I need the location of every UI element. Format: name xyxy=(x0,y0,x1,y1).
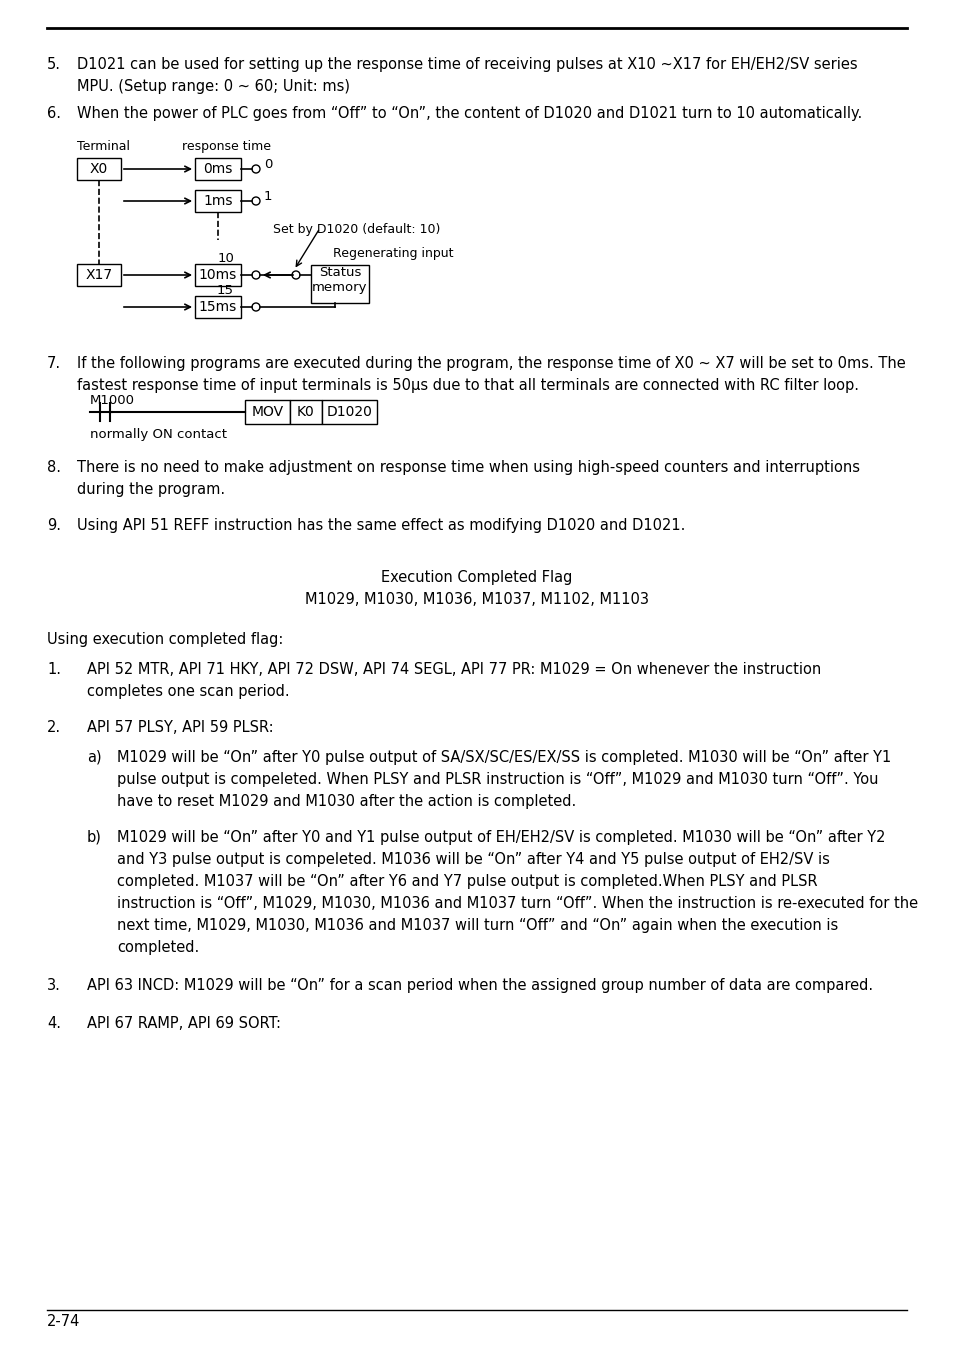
Text: When the power of PLC goes from “Off” to “On”, the content of D1020 and D1021 tu: When the power of PLC goes from “Off” to… xyxy=(77,107,862,122)
Text: API 57 PLSY, API 59 PLSR:: API 57 PLSY, API 59 PLSR: xyxy=(87,720,274,734)
FancyBboxPatch shape xyxy=(194,265,241,286)
Text: completed.: completed. xyxy=(117,940,199,954)
Text: M1029 will be “On” after Y0 and Y1 pulse output of EH/EH2/SV is completed. M1030: M1029 will be “On” after Y0 and Y1 pulse… xyxy=(117,830,884,845)
Text: pulse output is compeleted. When PLSY and PLSR instruction is “Off”, M1029 and M: pulse output is compeleted. When PLSY an… xyxy=(117,772,878,787)
FancyBboxPatch shape xyxy=(290,400,322,424)
Text: next time, M1029, M1030, M1036 and M1037 will turn “Off” and “On” again when the: next time, M1029, M1030, M1036 and M1037… xyxy=(117,918,838,933)
Text: 7.: 7. xyxy=(47,356,61,371)
Text: 9.: 9. xyxy=(47,518,61,533)
Text: 1.: 1. xyxy=(47,662,61,676)
Text: 15: 15 xyxy=(216,284,233,297)
Text: Status: Status xyxy=(318,266,361,279)
Text: Using API 51 REFF instruction has the same effect as modifying D1020 and D1021.: Using API 51 REFF instruction has the sa… xyxy=(77,518,684,533)
FancyBboxPatch shape xyxy=(311,265,369,302)
Text: MOV: MOV xyxy=(252,405,283,418)
Text: b): b) xyxy=(87,830,102,845)
FancyBboxPatch shape xyxy=(245,400,290,424)
Text: D1021 can be used for setting up the response time of receiving pulses at X10 ~X: D1021 can be used for setting up the res… xyxy=(77,57,857,72)
Text: If the following programs are executed during the program, the response time of : If the following programs are executed d… xyxy=(77,356,904,371)
Text: 0: 0 xyxy=(264,158,273,171)
Text: K0: K0 xyxy=(296,405,314,418)
FancyBboxPatch shape xyxy=(194,190,241,212)
Text: 15ms: 15ms xyxy=(198,300,237,315)
Text: have to reset M1029 and M1030 after the action is completed.: have to reset M1029 and M1030 after the … xyxy=(117,794,576,809)
FancyBboxPatch shape xyxy=(77,265,121,286)
Text: and Y3 pulse output is compeleted. M1036 will be “On” after Y4 and Y5 pulse outp: and Y3 pulse output is compeleted. M1036… xyxy=(117,852,829,867)
Text: fastest response time of input terminals is 50μs due to that all terminals are c: fastest response time of input terminals… xyxy=(77,378,858,393)
Text: Set by D1020 (default: 10): Set by D1020 (default: 10) xyxy=(273,223,440,236)
Text: 2.: 2. xyxy=(47,720,61,734)
Text: 10ms: 10ms xyxy=(198,269,237,282)
Text: a): a) xyxy=(87,751,102,765)
FancyBboxPatch shape xyxy=(322,400,376,424)
Text: Terminal: Terminal xyxy=(77,140,130,153)
Text: X0: X0 xyxy=(90,162,108,176)
Text: 0ms: 0ms xyxy=(203,162,233,176)
Text: M1000: M1000 xyxy=(90,394,135,406)
Text: instruction is “Off”, M1029, M1030, M1036 and M1037 turn “Off”. When the instruc: instruction is “Off”, M1029, M1030, M103… xyxy=(117,896,917,911)
Text: normally ON contact: normally ON contact xyxy=(90,428,227,441)
Text: 3.: 3. xyxy=(47,977,61,994)
Text: 1ms: 1ms xyxy=(203,194,233,208)
Text: 2-74: 2-74 xyxy=(47,1314,80,1328)
Text: 1: 1 xyxy=(264,190,273,204)
Text: response time: response time xyxy=(182,140,271,153)
Text: X17: X17 xyxy=(86,269,112,282)
Text: There is no need to make adjustment on response time when using high-speed count: There is no need to make adjustment on r… xyxy=(77,460,859,475)
Text: 5.: 5. xyxy=(47,57,61,72)
Text: MPU. (Setup range: 0 ~ 60; Unit: ms): MPU. (Setup range: 0 ~ 60; Unit: ms) xyxy=(77,80,350,94)
Text: completed. M1037 will be “On” after Y6 and Y7 pulse output is completed.When PLS: completed. M1037 will be “On” after Y6 a… xyxy=(117,873,817,890)
Text: 8.: 8. xyxy=(47,460,61,475)
Text: 10: 10 xyxy=(217,252,233,265)
FancyBboxPatch shape xyxy=(194,158,241,180)
Text: Using execution completed flag:: Using execution completed flag: xyxy=(47,632,283,647)
Text: Execution Completed Flag: Execution Completed Flag xyxy=(381,570,572,585)
Text: M1029, M1030, M1036, M1037, M1102, M1103: M1029, M1030, M1036, M1037, M1102, M1103 xyxy=(305,593,648,608)
FancyBboxPatch shape xyxy=(77,158,121,180)
Text: during the program.: during the program. xyxy=(77,482,225,497)
Text: 6.: 6. xyxy=(47,107,61,122)
Text: 4.: 4. xyxy=(47,1017,61,1031)
Text: D1020: D1020 xyxy=(326,405,372,418)
Text: Regenerating input: Regenerating input xyxy=(333,247,453,261)
Text: completes one scan period.: completes one scan period. xyxy=(87,684,290,699)
FancyBboxPatch shape xyxy=(194,296,241,319)
Text: M1029 will be “On” after Y0 pulse output of SA/SX/SC/ES/EX/SS is completed. M103: M1029 will be “On” after Y0 pulse output… xyxy=(117,751,890,765)
Text: memory: memory xyxy=(312,281,367,293)
Text: API 63 INCD: M1029 will be “On” for a scan period when the assigned group number: API 63 INCD: M1029 will be “On” for a sc… xyxy=(87,977,872,994)
Text: API 52 MTR, API 71 HKY, API 72 DSW, API 74 SEGL, API 77 PR: M1029 = On whenever : API 52 MTR, API 71 HKY, API 72 DSW, API … xyxy=(87,662,821,676)
Text: API 67 RAMP, API 69 SORT:: API 67 RAMP, API 69 SORT: xyxy=(87,1017,281,1031)
